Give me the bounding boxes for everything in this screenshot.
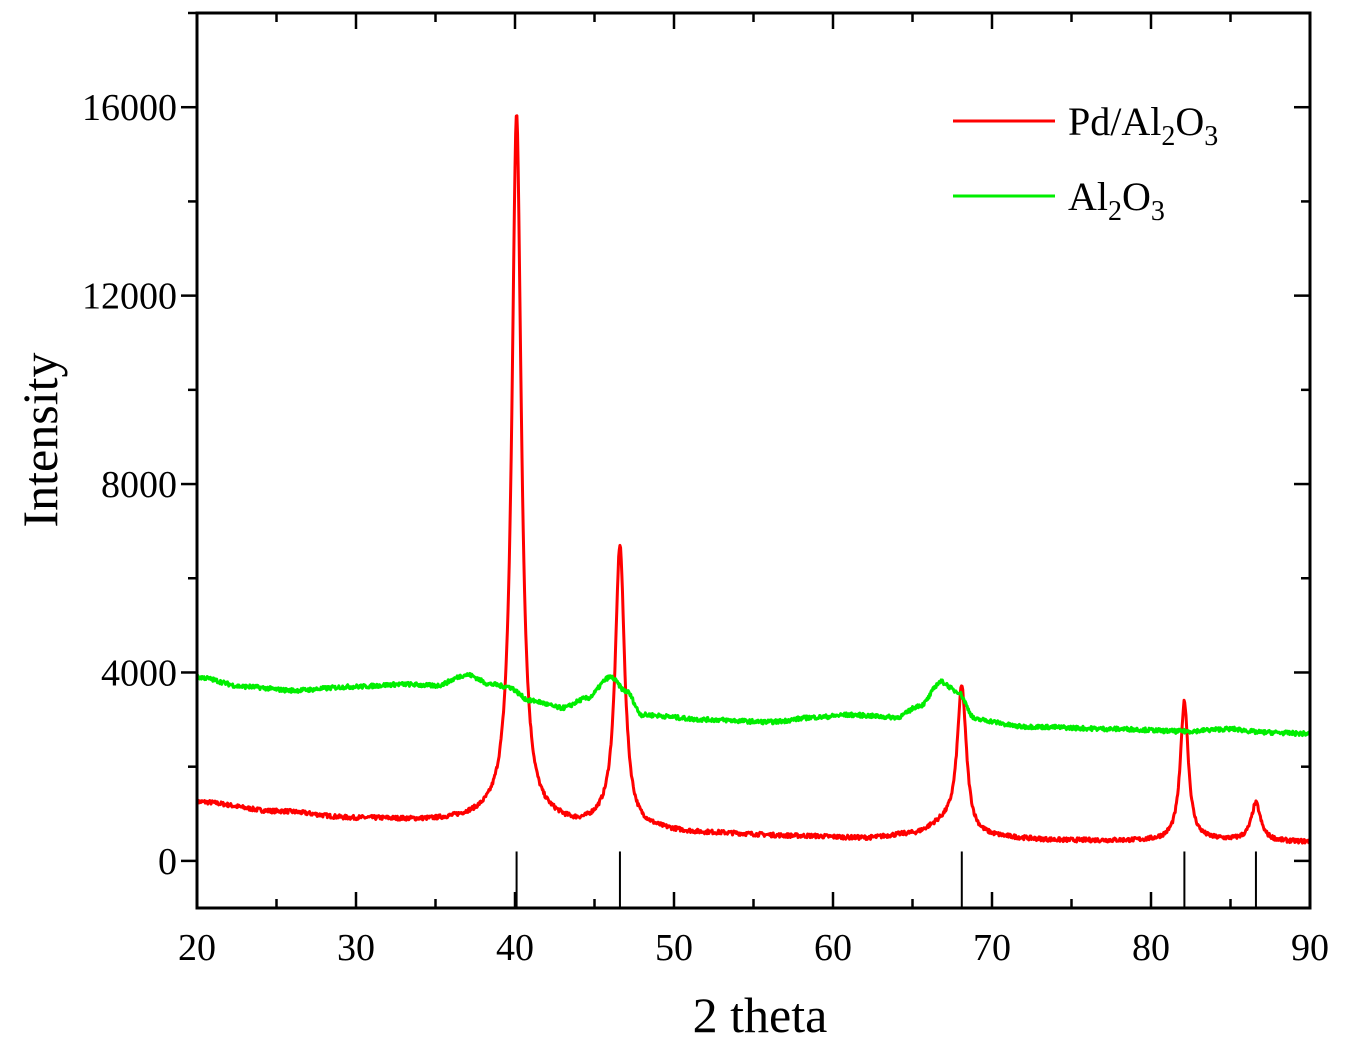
y-tick-label: 8000: [101, 464, 177, 506]
x-tick-label: 20: [178, 927, 216, 969]
y-tick-label: 16000: [82, 87, 177, 129]
x-tick-label: 70: [973, 927, 1011, 969]
series-line-al2o3: [195, 671, 1312, 738]
y-tick-label: 12000: [82, 276, 177, 318]
y-axis-label: Intensity: [12, 353, 68, 528]
legend-label: Al2O3: [1068, 174, 1165, 227]
x-tick-label: 40: [496, 927, 534, 969]
y-tick-label: 4000: [101, 652, 177, 694]
x-tick-label: 80: [1132, 927, 1170, 969]
series-line-pd-al2o3: [195, 114, 1311, 845]
x-tick-label: 30: [337, 927, 375, 969]
y-tick-label: 0: [158, 841, 177, 883]
x-tick-label: 60: [814, 927, 852, 969]
legend-label: Pd/Al2O3: [1068, 99, 1218, 152]
x-tick-label: 50: [655, 927, 693, 969]
x-axis-label: 2 theta: [693, 987, 828, 1043]
plot-frame: [195, 11, 1312, 910]
x-tick-label: 90: [1291, 927, 1329, 969]
